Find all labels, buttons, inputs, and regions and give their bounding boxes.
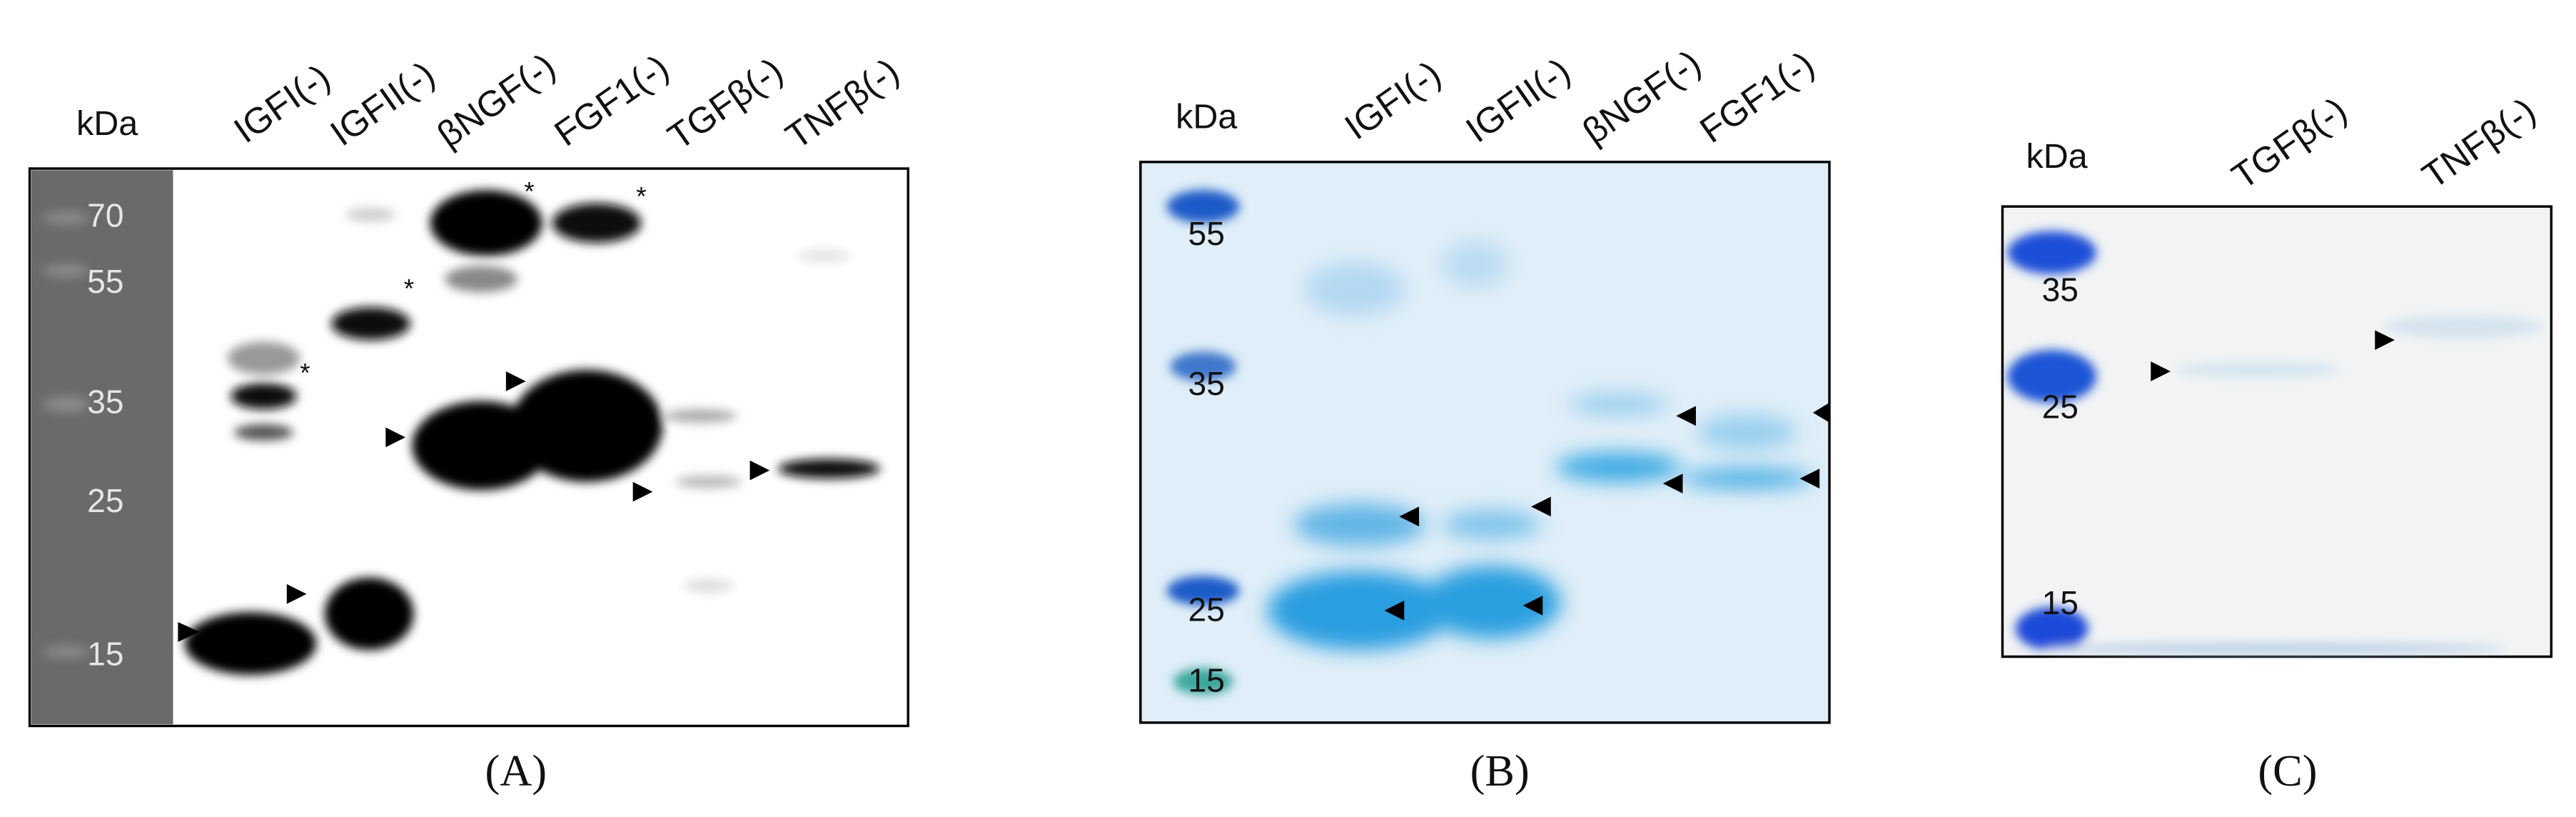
lane-label: TGFβ(-) — [2225, 89, 2354, 197]
marker-label: 15 — [1188, 662, 1225, 699]
lane-label: FGF1(-) — [1692, 44, 1822, 151]
panel-letter: (A) — [485, 746, 547, 796]
asterisk: * — [404, 274, 414, 304]
arrowheads — [1384, 402, 1830, 621]
marker-bands — [43, 211, 89, 658]
gel-bands — [1267, 241, 1813, 651]
marker-label: 35 — [87, 383, 123, 420]
lane-label: TNFβ(-) — [2415, 90, 2542, 196]
panel-letter: (B) — [1470, 746, 1530, 796]
blot-bands — [184, 190, 881, 675]
marker-label: 25 — [1188, 591, 1225, 628]
marker-label: 35 — [1188, 365, 1225, 402]
marker-label: 15 — [2042, 584, 2079, 621]
kda-label: kDa — [76, 104, 138, 143]
panel-b: kDa 55 35 25 15 IGFI(-) IGFII(-) βNGF(-)… — [1139, 42, 1831, 796]
lane-label: βNGF(-) — [1575, 42, 1708, 152]
lane-label: TNFβ(-) — [778, 50, 906, 156]
marker-label: 25 — [87, 482, 123, 519]
marker-label: 15 — [87, 636, 123, 673]
kda-label: kDa — [2026, 137, 2088, 176]
arrowheads — [2151, 330, 2395, 381]
lane-label: βNGF(-) — [430, 45, 562, 155]
asterisk: * — [636, 181, 646, 211]
arrowheads — [178, 371, 770, 642]
marker-label: 55 — [1188, 215, 1225, 252]
marker-label: 25 — [2042, 388, 2079, 425]
lane-label: IGFI(-) — [1338, 53, 1448, 147]
kda-label: kDa — [1176, 98, 1237, 136]
marker-label: 35 — [2042, 271, 2079, 308]
gel-bands — [2007, 231, 2543, 653]
lane-label: IGFII(-) — [1458, 50, 1577, 151]
marker-strip — [31, 170, 173, 725]
lane-label: IGFII(-) — [323, 54, 442, 154]
marker-label: 70 — [87, 197, 123, 234]
lane-label: TGFβ(-) — [660, 50, 789, 158]
asterisk: * — [524, 176, 534, 206]
panel-letter: (C) — [2258, 746, 2317, 796]
lane-label: FGF1(-) — [547, 46, 676, 154]
asterisk: * — [300, 358, 310, 387]
panel-c: kDa 35 25 15 TGFβ(-) TNFβ(-) (C) — [2001, 89, 2553, 796]
lane-label: IGFI(-) — [226, 56, 337, 151]
gel-frame — [2001, 205, 2553, 658]
marker-label: 55 — [87, 263, 123, 300]
panel-a: * * * * kDa 70 55 35 25 15 IGFI(-) IGFII… — [28, 45, 910, 796]
gel-bands — [1166, 190, 1240, 695]
